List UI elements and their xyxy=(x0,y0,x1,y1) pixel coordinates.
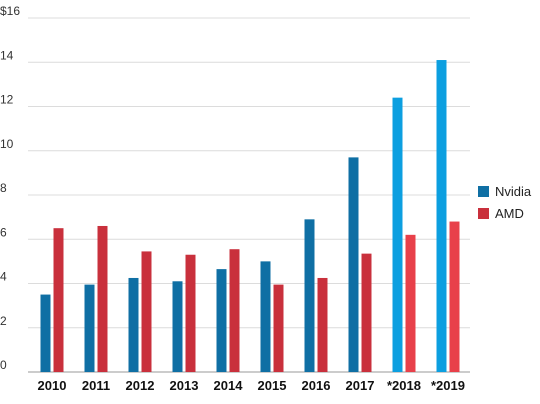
x-axis-ticks: 2010 2011 2012 2013 2014 2015 2016 2017 *2018 *20… xyxy=(38,378,465,393)
bar-amd xyxy=(229,249,240,372)
y-tick-label: 14 xyxy=(0,48,14,62)
legend-label-nvidia: Nvidia xyxy=(495,183,532,199)
legend: Nvidia AMD xyxy=(478,182,531,226)
x-tick-label: 2016 xyxy=(302,378,331,393)
y-tick-label: 6 xyxy=(0,225,7,239)
bar-nvidia xyxy=(84,284,95,372)
bar-amd xyxy=(273,284,284,372)
y-tick-label: 8 xyxy=(0,181,7,195)
y-axis-ticks: 0 2 4 6 8 10 12 14 $16 xyxy=(0,4,20,372)
bar-nvidia xyxy=(40,294,51,372)
bar-nvidia xyxy=(128,277,139,372)
bar-amd xyxy=(361,253,372,372)
bar-amd xyxy=(97,225,108,372)
y-tick-label: 10 xyxy=(0,137,14,151)
bar-nvidia xyxy=(392,97,403,373)
x-tick-label: 2017 xyxy=(346,378,375,393)
x-tick-label: 2012 xyxy=(126,378,155,393)
bar-amd xyxy=(317,277,328,372)
x-tick-label: 2011 xyxy=(82,378,110,393)
y-tick-label: 0 xyxy=(0,358,7,372)
bar-amd xyxy=(141,251,152,372)
legend-label-amd: AMD xyxy=(495,205,524,221)
bars xyxy=(40,60,460,373)
bar-nvidia xyxy=(260,261,271,372)
bar-nvidia xyxy=(216,269,227,372)
legend-swatch-nvidia xyxy=(478,185,489,197)
bar-nvidia xyxy=(304,219,315,372)
bar-amd xyxy=(405,234,416,372)
y-tick-label: $16 xyxy=(0,4,20,18)
x-tick-label: *2018 xyxy=(387,378,421,393)
y-tick-label: 12 xyxy=(0,93,14,107)
x-tick-label: *2019 xyxy=(431,378,465,393)
x-tick-label: 2015 xyxy=(258,378,287,393)
bar-amd xyxy=(449,221,460,372)
y-tick-label: 4 xyxy=(0,270,7,284)
x-tick-label: 2014 xyxy=(214,378,244,393)
legend-item-nvidia: Nvidia xyxy=(478,182,531,200)
x-tick-label: 2010 xyxy=(38,378,67,393)
legend-item-amd: AMD xyxy=(478,204,531,222)
bar-nvidia xyxy=(172,281,183,372)
bar-nvidia xyxy=(348,157,359,372)
bar-nvidia xyxy=(436,60,447,372)
x-tick-label: 2013 xyxy=(170,378,199,393)
y-tick-label: 2 xyxy=(0,314,7,328)
bar-amd xyxy=(53,228,64,372)
legend-swatch-amd xyxy=(478,207,489,219)
bar-amd xyxy=(185,254,196,372)
